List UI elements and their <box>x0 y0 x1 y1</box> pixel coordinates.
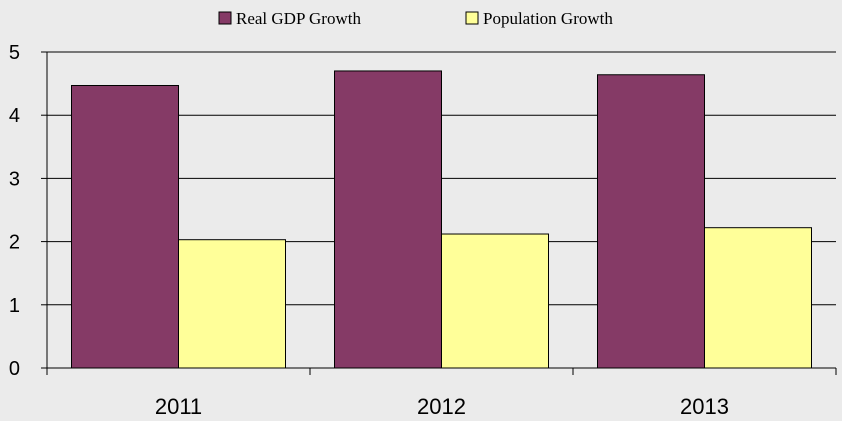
y-tick-label: 3 <box>9 168 20 190</box>
bar-population-growth-2012 <box>441 233 549 369</box>
y-axis: 0 1 2 3 4 5 <box>9 42 48 380</box>
y-tick-label: 4 <box>9 105 20 127</box>
legend-swatch <box>465 11 479 25</box>
bar-real-gdp-growth-2013 <box>597 74 705 369</box>
bar-population-growth-2011 <box>178 239 286 369</box>
x-tick-label: 2012 <box>417 394 466 419</box>
y-tick-label: 1 <box>9 295 20 317</box>
bar-real-gdp-growth-2012 <box>334 70 442 369</box>
legend-swatch <box>218 11 232 25</box>
y-tick-label: 0 <box>9 358 20 380</box>
bar-population-growth-2013 <box>704 227 812 369</box>
y-tick-label: 2 <box>9 232 20 254</box>
x-tick-label: 2013 <box>680 394 729 419</box>
x-axis: 2011 2012 2013 <box>46 367 837 419</box>
bar-real-gdp-growth-2011 <box>71 84 179 369</box>
legend-entry: Population Growth <box>483 9 613 28</box>
x-tick-label: 2011 <box>155 394 202 419</box>
legend-entry: Real GDP Growth <box>236 9 361 28</box>
y-tick-label: 5 <box>9 42 20 64</box>
bars <box>71 70 812 369</box>
legend: Real GDP Growth Population Growth <box>218 9 613 28</box>
